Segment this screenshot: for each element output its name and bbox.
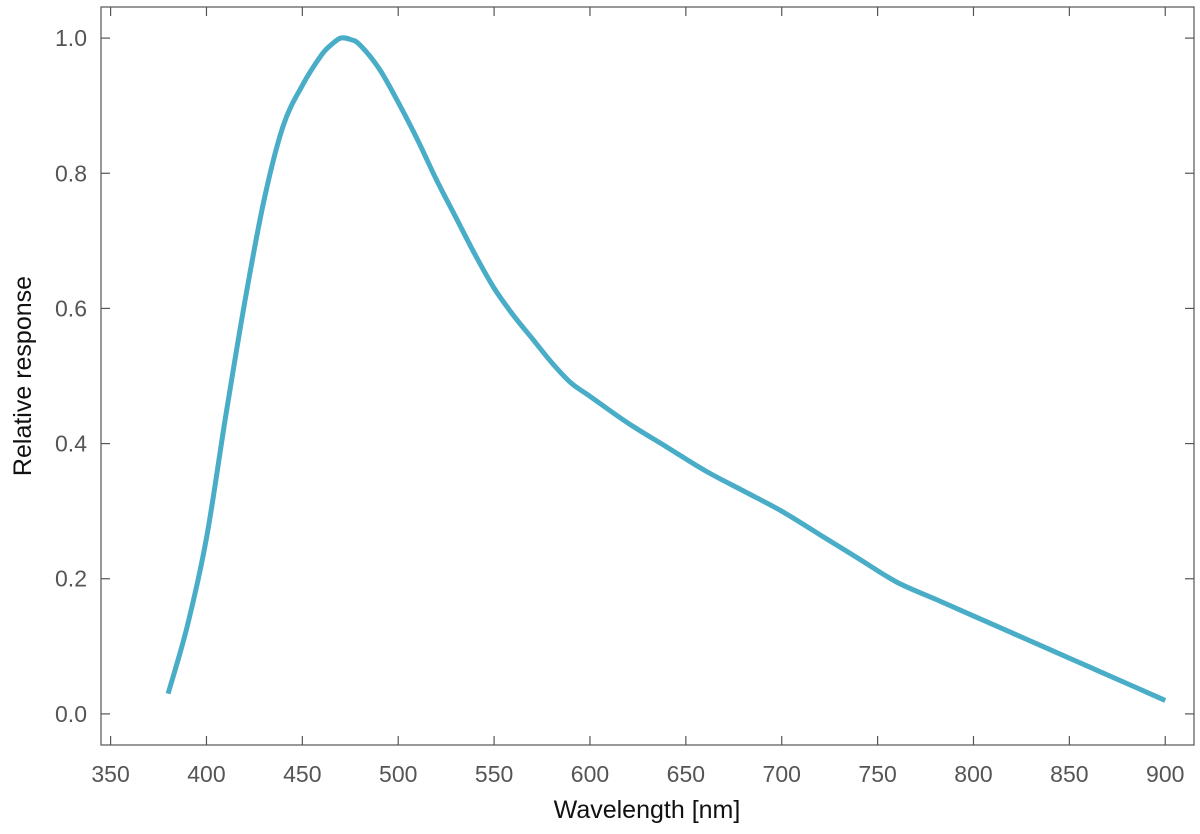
y-tick-label: 0.8 [55, 160, 87, 186]
x-tick-label: 550 [475, 761, 513, 787]
series-layer [165, 35, 1167, 703]
x-tick-label: 450 [283, 761, 321, 787]
y-tick-label: 0.4 [55, 431, 87, 457]
x-tick-label: 850 [1050, 761, 1088, 787]
x-tick-label: 500 [379, 761, 417, 787]
y-axis-ticks: 0.0 0.2 0.4 0.6 0.8 1.0 [55, 25, 1194, 727]
x-tick-label: 900 [1146, 761, 1184, 787]
y-axis-title: Relative response [9, 276, 37, 476]
y-tick-label: 0.0 [55, 701, 87, 727]
x-tick-label: 600 [571, 761, 609, 787]
x-tick-label: 700 [763, 761, 801, 787]
x-axis-ticks: 350 400 450 500 550 600 650 700 750 800 850 900 [91, 7, 1184, 787]
x-tick-label: 400 [187, 761, 225, 787]
plot-area-frame [100, 6, 1195, 746]
x-axis-title: Wavelength [nm] [554, 796, 741, 824]
y-tick-label: 1.0 [55, 25, 87, 51]
y-tick-label: 0.6 [55, 295, 87, 321]
x-tick-label: 750 [858, 761, 896, 787]
y-tick-label: 0.2 [55, 566, 87, 592]
x-tick-label: 800 [954, 761, 992, 787]
x-tick-label: 650 [667, 761, 705, 787]
x-tick-label: 350 [91, 761, 129, 787]
series-line-0 [165, 35, 1167, 703]
